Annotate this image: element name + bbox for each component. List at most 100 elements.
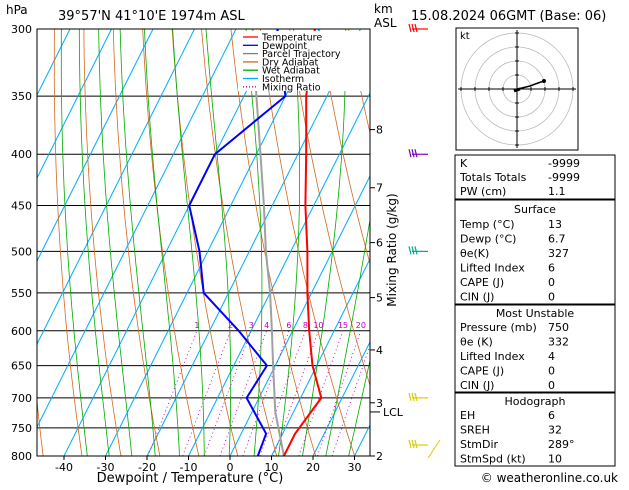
dry-adiabat [349,29,472,456]
hodograph-end-dot [542,79,546,83]
hodograph-panel: kt [456,28,578,150]
mixing-ratio-label: 4 [264,321,269,330]
table-row-value: 0 [548,379,555,392]
mixing-ratio-line [317,331,361,456]
table-row-value: 289° [548,438,575,451]
table-row-value: 6.7 [548,233,566,246]
wet-adiabat [206,29,231,456]
mixing-ratio-label: 6 [286,321,291,330]
table-row-value: 750 [548,321,569,334]
table-row-label: EH [460,409,475,422]
mixing-ratio-label: 20 [356,321,366,330]
pressure-tick-700: 700 [11,392,32,405]
table-row-label: SREH [460,424,490,437]
table-row-label: θe (K) [460,336,493,349]
wet-adiabat [173,29,205,456]
mixing-ratio-line [260,331,306,456]
table-row-value: 13 [548,218,562,231]
wind-barb-feather [412,440,414,448]
pressure-tick-300: 300 [11,23,32,36]
wet-adiabat [79,29,109,456]
y-axis-label-mixing-ratio: Mixing Ratio (g/kg) [385,193,399,306]
totals-totals-value: -9999 [548,171,580,184]
pressure-tick-500: 500 [11,245,32,258]
mixing-ratio-label: 1 [194,321,199,330]
km-tick-label-2: 2 [376,450,383,463]
pressure-tick-800: 800 [11,450,32,463]
pw-value: 1.1 [548,185,566,198]
wind-barb-feather [412,246,414,254]
km-tick-label-6: 6 [376,237,383,250]
hodograph-unit-label: kt [460,31,470,42]
table-row-value: 0 [548,276,555,289]
hodograph-storm-motion [514,89,520,91]
pressure-tick-600: 600 [11,325,32,338]
location-title: 39°57'N 41°10'E 1974m ASL [58,9,246,24]
mixing-ratio-label: 10 [313,321,323,330]
dry-adiabat [54,29,82,456]
table-row-value: 10 [548,453,562,466]
mixing-ratio-line [220,331,267,456]
lcl-label: LCL [383,406,404,419]
wind-barb-feather [409,149,411,157]
temp-tick-label: 30 [348,461,362,474]
index-tables: K -9999 Totals Totals -9999 PW (cm) 1.1 … [455,155,615,466]
table-row-label: CAPE (J) [460,365,504,378]
pressure-tick-350: 350 [11,90,32,103]
km-tick-label-3: 3 [376,397,383,410]
pressure-tick-550: 550 [11,287,32,300]
table-row-value: 332 [548,336,569,349]
table-row-label: Lifted Index [460,350,525,363]
pressure-tick-450: 450 [11,200,32,213]
temp-tick-label: 20 [306,461,320,474]
temp-tick-label: -40 [55,461,73,474]
table-row-label: CAPE (J) [460,276,504,289]
dry-adiabat [113,29,160,456]
table-row-label: CIN (J) [460,291,494,304]
table-row-label: StmDir [460,438,499,451]
legend-label: Mixing Ratio [262,82,321,93]
table-row-label: θe(K) [460,247,489,260]
wind-barbs [409,24,440,458]
wind-barb-feather [409,440,411,448]
most-unstable-title: Most Unstable [496,307,575,320]
wet-adiabat [61,29,87,456]
asl-unit-label: ASL [374,16,397,30]
table-row-label: StmSpd (kt) [460,453,526,466]
x-axis-label: Dewpoint / Temperature (°C) [97,471,284,486]
k-index-value: -9999 [548,157,580,170]
mixing-ratio-label: 3 [249,321,254,330]
wind-barb-feather [412,149,414,157]
dry-adiabat [0,29,4,456]
wind-barb-feather [415,246,417,254]
k-index-label: K [460,157,468,170]
table-row-label: CIN (J) [460,379,494,392]
copyright-label: © weatheronline.co.uk [481,471,618,485]
wind-barb-feather [415,24,417,32]
surface-title: Surface [514,203,556,216]
mixing-ratio-label: 25 [370,321,380,330]
wind-barb-feather [409,393,411,401]
km-tick-label-7: 7 [376,182,383,195]
table-row-value: 0 [548,365,555,378]
pw-label: PW (cm) [460,185,506,198]
table-row-value: 6 [548,409,555,422]
table-row-label: Lifted Index [460,262,525,275]
wind-barb-feather [412,393,414,401]
isotherm [147,29,361,456]
mixing-ratio-line [148,331,197,456]
totals-totals-label: Totals Totals [459,171,527,184]
pressure-tick-400: 400 [11,148,32,161]
table-row-value: 0 [548,291,555,304]
table-row-label: Temp (°C) [459,218,515,231]
table-row-value: 327 [548,247,569,260]
hodograph-table-title: Hodograph [505,395,566,408]
pressure-tick-650: 650 [11,360,32,373]
mixing-ratio-label: 8 [303,321,308,330]
datetime-label: 15.08.2024 06GMT (Base: 06) [411,9,606,24]
table-row-label: Dewp (°C) [460,233,516,246]
hpa-unit-label: hPa [6,3,28,17]
